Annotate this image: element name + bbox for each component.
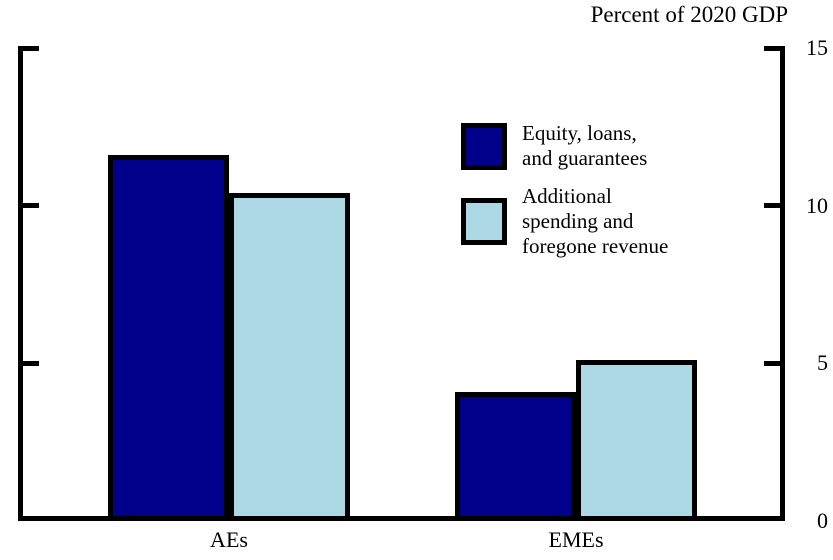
- legend: Equity, loans, and guarantees Additional…: [461, 121, 668, 259]
- category-label-emes: EMEs: [548, 527, 604, 552]
- bar-emes-additional: [576, 360, 697, 521]
- legend-swatch-additional-icon: [461, 198, 507, 245]
- chart-title: Percent of 2020 GDP: [590, 2, 788, 27]
- legend-label-equity: Equity, loans, and guarantees: [522, 121, 648, 170]
- y-tick-label-0: 0: [817, 508, 828, 533]
- y-tick-right-15: [764, 45, 785, 51]
- legend-item-equity-loans-guarantees: Equity, loans, and guarantees: [461, 121, 668, 171]
- y-tick-left-10: [18, 203, 39, 209]
- plot-area: [18, 45, 785, 521]
- legend-item-additional-spending: Additional spending and foregone revenue: [461, 184, 668, 259]
- y-axis-left: [18, 48, 23, 521]
- legend-swatch-equity-icon: [461, 122, 507, 170]
- y-tick-left-5: [18, 360, 39, 366]
- y-tick-left-15: [18, 45, 39, 51]
- x-axis: [18, 516, 785, 521]
- bar-emes-equity: [455, 392, 576, 521]
- bar-aes-additional: [229, 193, 350, 521]
- y-tick-label-5: 5: [817, 350, 828, 376]
- y-axis-right: [780, 48, 785, 521]
- category-label-aes: AEs: [210, 527, 248, 552]
- legend-label-additional: Additional spending and foregone revenue: [522, 184, 669, 258]
- bar-aes-equity: [108, 155, 229, 521]
- y-tick-right-5: [764, 360, 785, 366]
- y-tick-label-10: 10: [806, 192, 828, 218]
- y-tick-right-10: [764, 203, 785, 209]
- y-tick-label-15: 15: [806, 35, 828, 60]
